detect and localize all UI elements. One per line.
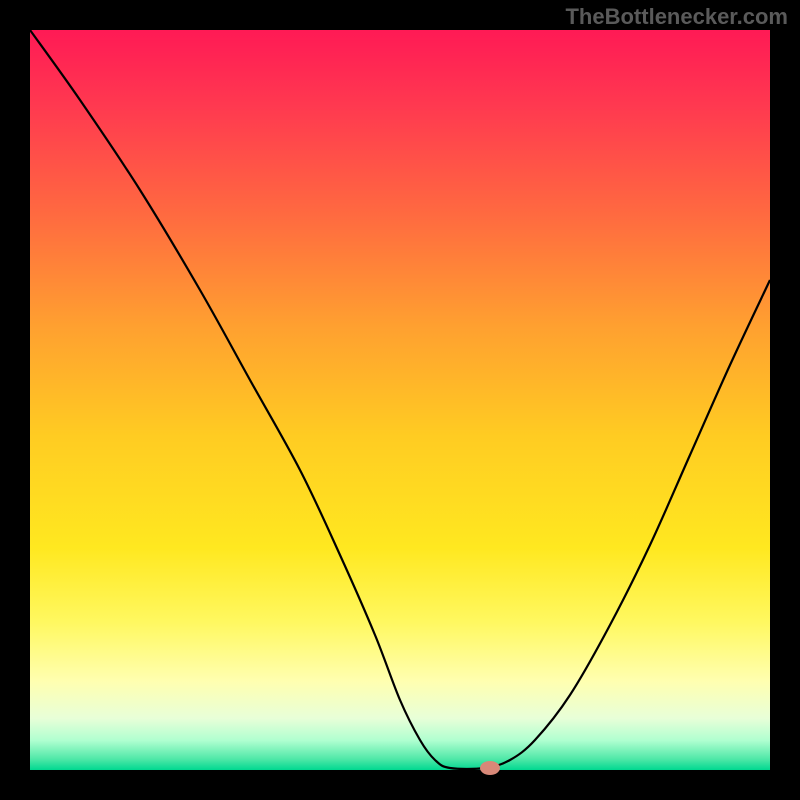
plot-background xyxy=(30,30,770,770)
watermark-text: TheBottlenecker.com xyxy=(565,4,788,30)
chart-container: { "watermark": { "text": "TheBottlenecke… xyxy=(0,0,800,800)
bottleneck-chart xyxy=(0,0,800,800)
optimal-marker xyxy=(480,761,500,775)
